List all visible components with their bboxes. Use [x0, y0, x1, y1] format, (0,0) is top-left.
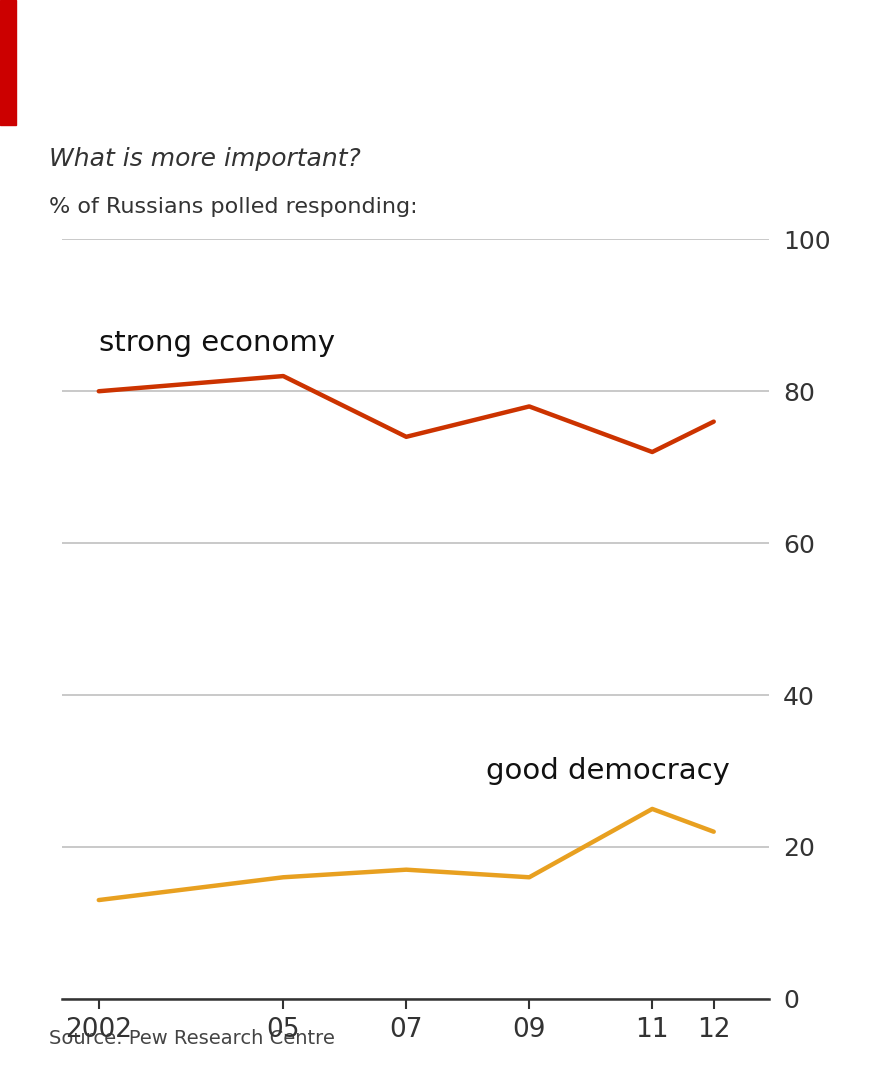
Text: What is more important?: What is more important?	[49, 147, 361, 172]
Text: % of Russians polled responding:: % of Russians polled responding:	[49, 197, 417, 218]
Bar	[0, 0, 16, 125]
Text: Riches over rights: Riches over rights	[34, 37, 573, 88]
Text: Source: Pew Research Centre: Source: Pew Research Centre	[49, 1029, 334, 1049]
Text: good democracy: good democracy	[486, 757, 730, 784]
Text: strong economy: strong economy	[99, 329, 335, 357]
